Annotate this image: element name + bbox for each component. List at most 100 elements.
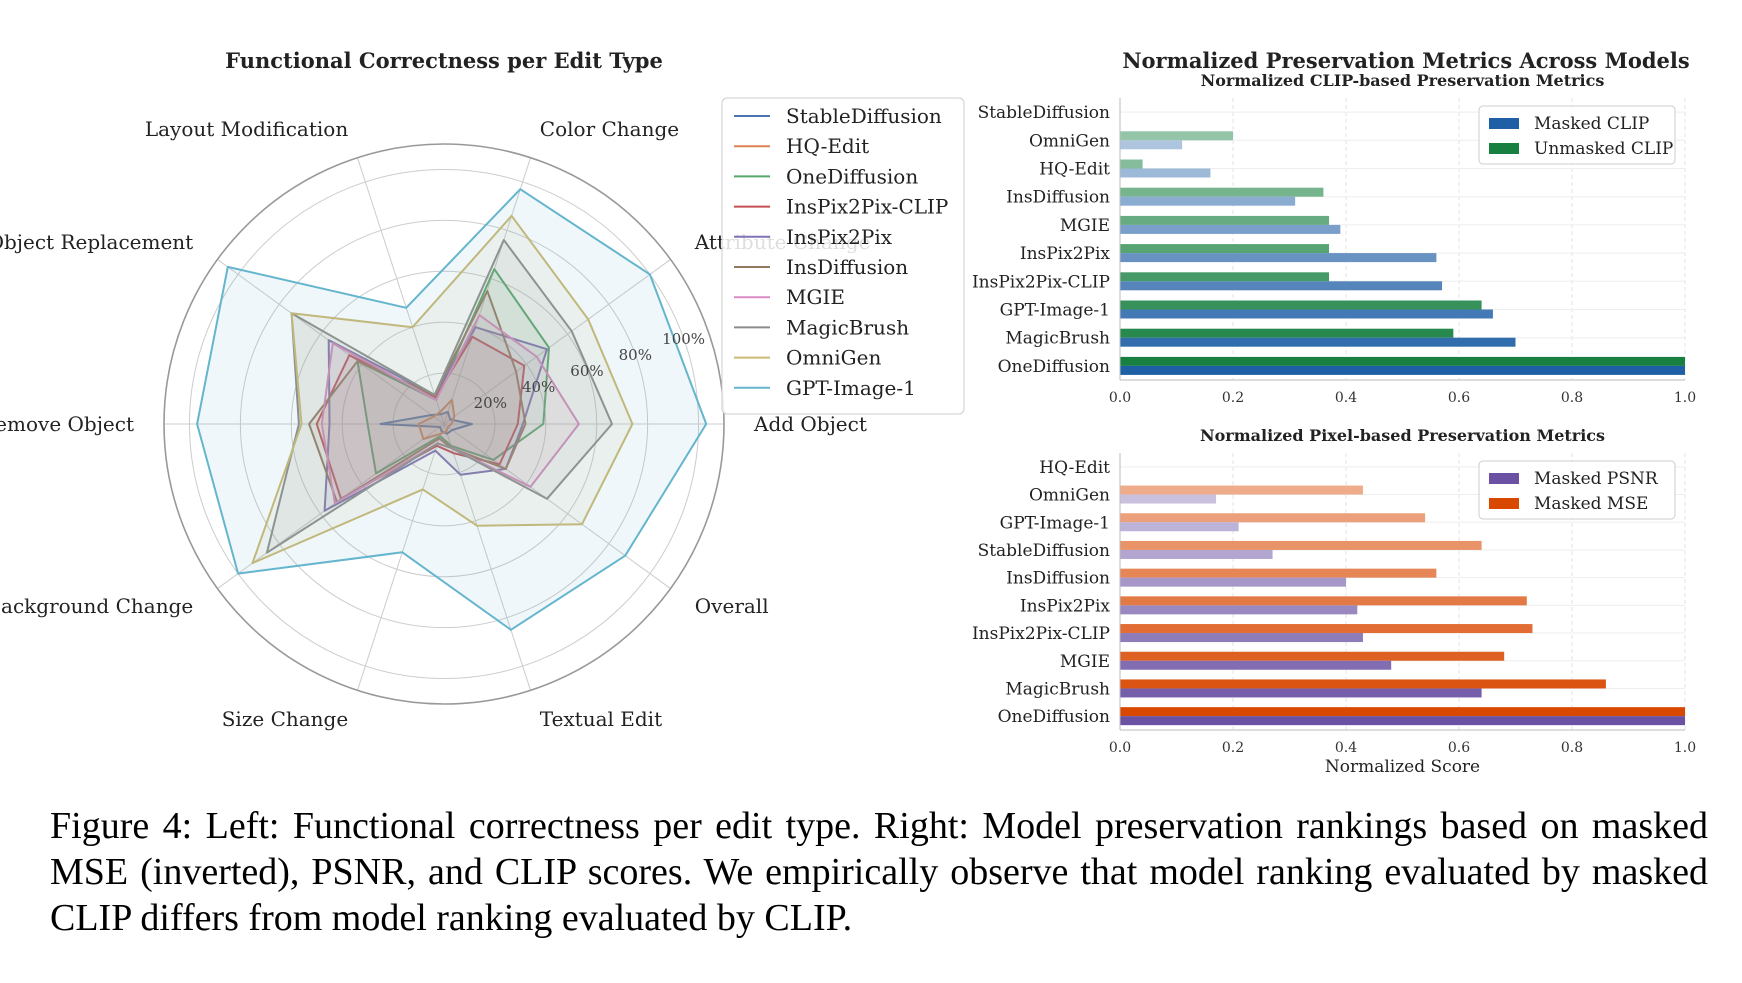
radar-spoke xyxy=(356,157,445,425)
clip-category-label: OmniGen xyxy=(1029,131,1110,151)
pixel-category-label: InsPix2Pix-CLIP xyxy=(972,624,1110,644)
clip-bar-unmasked-clip xyxy=(1120,356,1685,366)
pixel-bar-masked-mse xyxy=(1120,568,1437,578)
clip-bar-unmasked-clip xyxy=(1120,215,1330,225)
pixel-bar-masked-mse xyxy=(1120,596,1527,606)
radar-title: Functional Correctness per Edit Type xyxy=(225,48,663,73)
radar-legend xyxy=(721,97,965,415)
radar-spoke xyxy=(443,423,671,589)
clip-bar-masked-clip xyxy=(1120,224,1341,234)
pixel-bar-masked-psnr xyxy=(1120,577,1346,587)
legend-entry: InsPix2Pix-CLIP xyxy=(786,195,948,219)
pixel-category-label: HQ-Edit xyxy=(1039,458,1110,478)
clip-category-label: MagicBrush xyxy=(1005,329,1110,349)
radar-series-inspix2pix xyxy=(323,326,548,512)
clip-bar-masked-clip xyxy=(1120,365,1685,375)
clip-legend-swatch xyxy=(1489,143,1519,154)
radar-axis-label: Color Change xyxy=(540,117,679,141)
radar-spoke xyxy=(356,423,445,691)
radar-outer-ring xyxy=(163,143,725,705)
right-panel-title: Normalized Preservation Metrics Across M… xyxy=(1122,48,1689,73)
pixel-bar-masked-mse xyxy=(1120,679,1606,689)
radar-axis-label: Object Replacement xyxy=(0,230,193,254)
pixel-category-label: GPT-Image-1 xyxy=(1000,513,1110,533)
radar-axis-label: Add Object xyxy=(753,412,867,436)
clip-chart-title: Normalized CLIP-based Preservation Metri… xyxy=(1201,71,1605,90)
radar-series-onediffusion xyxy=(356,268,550,475)
clip-bar-masked-clip xyxy=(1120,309,1493,319)
pixel-category-label: MGIE xyxy=(1060,652,1110,672)
clip-legend xyxy=(1478,105,1676,165)
pixel-bar-masked-psnr xyxy=(1120,494,1217,504)
clip-bar-masked-clip xyxy=(1120,281,1443,291)
clip-x-tick: 0.6 xyxy=(1448,390,1470,406)
legend-entry: MagicBrush xyxy=(786,315,909,339)
pixel-bar-masked-mse xyxy=(1120,707,1685,717)
pixel-bar-masked-mse xyxy=(1120,540,1482,550)
clip-category-label: GPT-Image-1 xyxy=(1000,301,1110,321)
pixel-legend-swatch xyxy=(1489,498,1519,509)
radar-series-insdiffusion xyxy=(308,289,527,503)
clip-bar-masked-clip xyxy=(1120,140,1183,150)
legend-entry: StableDiffusion xyxy=(786,104,942,128)
legend-entry: MGIE xyxy=(786,285,845,309)
clip-x-tick: 0.8 xyxy=(1561,390,1583,406)
clip-legend-entry: Masked CLIP xyxy=(1534,114,1649,134)
pixel-bar-masked-mse xyxy=(1120,485,1363,495)
clip-category-label: StableDiffusion xyxy=(978,103,1110,123)
pixel-x-tick: 0.4 xyxy=(1335,740,1357,756)
legend-entry: OneDiffusion xyxy=(786,164,918,188)
clip-x-tick: 0.0 xyxy=(1109,390,1131,406)
figure: Functional Correctness per Edit Type 20% 4… xyxy=(0,48,1696,777)
pixel-x-axis-label: Normalized Score xyxy=(1325,757,1480,777)
clip-category-label: MGIE xyxy=(1060,216,1110,236)
legend-entry: InsPix2Pix xyxy=(786,225,893,249)
radar-tick-label: 100% xyxy=(662,330,705,348)
radar-spoke xyxy=(443,423,532,691)
pixel-bar-masked-mse xyxy=(1120,513,1426,523)
pixel-category-label: MagicBrush xyxy=(1005,679,1110,699)
pixel-bar-masked-psnr xyxy=(1120,633,1363,643)
pixel-x-tick: 1.0 xyxy=(1674,740,1696,756)
figure-caption: Figure 4: Left: Functional correctness p… xyxy=(50,805,1708,939)
clip-bar-masked-clip xyxy=(1120,337,1516,347)
pixel-bar-masked-psnr xyxy=(1120,605,1358,615)
radar-spoke xyxy=(443,259,671,425)
clip-bar-unmasked-clip xyxy=(1120,244,1330,254)
radar-tick-label: 60% xyxy=(570,362,603,380)
legend-entry: HQ-Edit xyxy=(786,134,869,158)
radar-series-stablediffusion xyxy=(379,410,473,435)
clip-x-tick: 1.0 xyxy=(1674,390,1696,406)
radar-series-omnigen xyxy=(251,214,634,565)
pixel-bar-masked-mse xyxy=(1120,651,1505,661)
clip-legend-entry: Unmasked CLIP xyxy=(1534,139,1673,159)
radar-series-magicbrush xyxy=(265,239,613,554)
pixel-x-tick: 0.6 xyxy=(1448,740,1470,756)
radar-axis-label: Size Change xyxy=(222,707,348,731)
pixel-bar-masked-psnr xyxy=(1120,688,1482,698)
clip-legend-swatch xyxy=(1489,118,1519,129)
clip-category-label: InsPix2Pix xyxy=(1020,244,1111,264)
clip-x-tick: 0.4 xyxy=(1335,390,1357,406)
radar-axis-label: Textual Edit xyxy=(540,707,662,731)
radar-series-hq-edit xyxy=(417,398,456,440)
radar-series-gpt-image-1 xyxy=(196,188,708,631)
clip-bar-chart: Normalized CLIP-based Preservation Metri… xyxy=(972,71,1696,406)
clip-bar-unmasked-clip xyxy=(1120,159,1143,169)
pixel-legend xyxy=(1478,460,1676,520)
radar-axis-label: Layout Modification xyxy=(145,117,348,141)
clip-bar-unmasked-clip xyxy=(1120,187,1324,197)
pixel-bar-masked-psnr xyxy=(1120,549,1273,559)
radar-axis-label: Remove Object xyxy=(0,412,134,436)
pixel-bar-masked-psnr xyxy=(1120,522,1239,532)
pixel-x-tick: 0.2 xyxy=(1222,740,1244,756)
clip-bar-masked-clip xyxy=(1120,253,1437,263)
clip-bar-unmasked-clip xyxy=(1120,328,1454,338)
pixel-legend-entry: Masked PSNR xyxy=(1534,469,1659,489)
clip-category-label: HQ-Edit xyxy=(1039,160,1110,180)
clip-category-label: OneDiffusion xyxy=(998,357,1110,377)
radar-axis-label: Scene/Background Change xyxy=(0,594,193,618)
clip-bar-unmasked-clip xyxy=(1120,272,1330,282)
radar-tick-label: 40% xyxy=(522,378,555,396)
pixel-category-label: OneDiffusion xyxy=(998,707,1110,727)
